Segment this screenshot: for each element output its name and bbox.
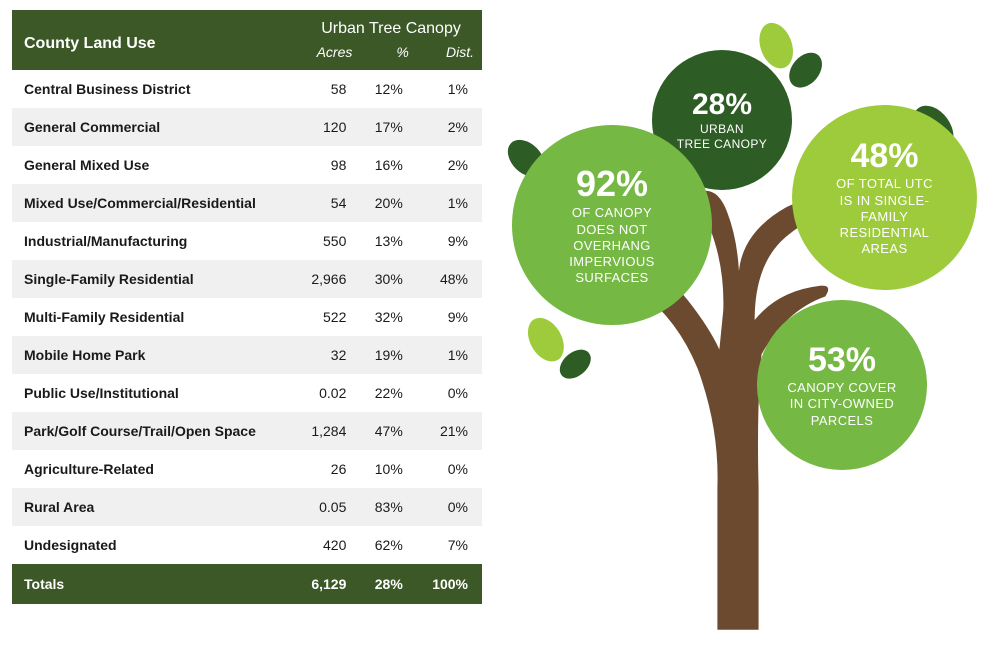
col-pct: % [360,40,416,70]
col-acres: Acres [296,40,360,70]
table-row: General Mixed Use9816%2% [12,146,482,184]
row-dist: 1% [417,70,482,108]
row-label: Mobile Home Park [12,336,296,374]
stat-value: 92% [576,163,648,205]
row-label: Multi-Family Residential [12,298,296,336]
leaf-icon [521,311,572,367]
row-acres: 522 [296,298,360,336]
row-acres: 550 [296,222,360,260]
stat-label: OF TOTAL UTCIS IN SINGLE-FAMILYRESIDENTI… [836,176,933,257]
row-pct: 17% [360,108,416,146]
table-row: Mobile Home Park3219%1% [12,336,482,374]
row-acres: 0.05 [296,488,360,526]
row-pct: 12% [360,70,416,108]
row-acres: 54 [296,184,360,222]
totals-label: Totals [12,564,296,604]
row-label: Central Business District [12,70,296,108]
row-pct: 13% [360,222,416,260]
row-acres: 2,966 [296,260,360,298]
stat-bubble-b48: 48%OF TOTAL UTCIS IN SINGLE-FAMILYRESIDE… [792,105,977,290]
totals-pct: 28% [360,564,416,604]
stat-label: CANOPY COVERIN CITY-OWNEDPARCELS [787,380,896,429]
row-acres: 58 [296,70,360,108]
row-label: General Mixed Use [12,146,296,184]
col-dist: Dist. [417,40,482,70]
table-body: Central Business District5812%1%General … [12,70,482,564]
row-label: Public Use/Institutional [12,374,296,412]
row-dist: 7% [417,526,482,564]
stat-bubble-b92: 92%OF CANOPYDOES NOTOVERHANGIMPERVIOUSSU… [512,125,712,325]
row-label: Mixed Use/Commercial/Residential [12,184,296,222]
row-pct: 19% [360,336,416,374]
row-acres: 26 [296,450,360,488]
stat-label: OF CANOPYDOES NOTOVERHANGIMPERVIOUSSURFA… [569,205,654,286]
totals-row: Totals 6,129 28% 100% [12,564,482,604]
row-dist: 0% [417,374,482,412]
row-dist: 2% [417,146,482,184]
row-acres: 120 [296,108,360,146]
row-acres: 98 [296,146,360,184]
row-pct: 30% [360,260,416,298]
row-dist: 9% [417,298,482,336]
table-row: General Commercial12017%2% [12,108,482,146]
row-acres: 32 [296,336,360,374]
row-dist: 0% [417,488,482,526]
row-label: Rural Area [12,488,296,526]
stat-value: 28% [692,88,752,122]
table-row: Central Business District5812%1% [12,70,482,108]
row-dist: 48% [417,260,482,298]
table-row: Agriculture-Related2610%0% [12,450,482,488]
table-row: Park/Golf Course/Trail/Open Space1,28447… [12,412,482,450]
row-pct: 47% [360,412,416,450]
row-acres: 420 [296,526,360,564]
totals-dist: 100% [417,564,482,604]
stat-label: URBANTREE CANOPY [677,122,767,152]
land-use-table-wrap: County Land Use Urban Tree Canopy Acres … [12,10,492,636]
row-dist: 1% [417,184,482,222]
row-label: Undesignated [12,526,296,564]
row-label: Agriculture-Related [12,450,296,488]
row-acres: 0.02 [296,374,360,412]
row-label: Single-Family Residential [12,260,296,298]
row-label: General Commercial [12,108,296,146]
row-pct: 62% [360,526,416,564]
row-pct: 22% [360,374,416,412]
row-pct: 10% [360,450,416,488]
row-dist: 2% [417,108,482,146]
stat-bubble-b53: 53%CANOPY COVERIN CITY-OWNEDPARCELS [757,300,927,470]
totals-acres: 6,129 [296,564,360,604]
row-pct: 32% [360,298,416,336]
table-row: Rural Area0.0583%0% [12,488,482,526]
row-label: Industrial/Manufacturing [12,222,296,260]
table-row: Single-Family Residential2,96630%48% [12,260,482,298]
row-pct: 83% [360,488,416,526]
table-row: Public Use/Institutional0.0222%0% [12,374,482,412]
table-row: Undesignated42062%7% [12,526,482,564]
stat-value: 53% [808,341,876,380]
row-acres: 1,284 [296,412,360,450]
table-row: Industrial/Manufacturing55013%9% [12,222,482,260]
row-dist: 21% [417,412,482,450]
table-row: Mixed Use/Commercial/Residential5420%1% [12,184,482,222]
table-title: County Land Use [12,10,296,70]
row-dist: 9% [417,222,482,260]
table-supertitle: Urban Tree Canopy [296,10,482,40]
row-dist: 0% [417,450,482,488]
table-row: Multi-Family Residential52232%9% [12,298,482,336]
row-dist: 1% [417,336,482,374]
tree-infographic: 28%URBANTREE CANOPY92%OF CANOPYDOES NOTO… [492,10,982,636]
row-pct: 20% [360,184,416,222]
stat-value: 48% [850,137,918,176]
land-use-table: County Land Use Urban Tree Canopy Acres … [12,10,482,604]
row-pct: 16% [360,146,416,184]
row-label: Park/Golf Course/Trail/Open Space [12,412,296,450]
